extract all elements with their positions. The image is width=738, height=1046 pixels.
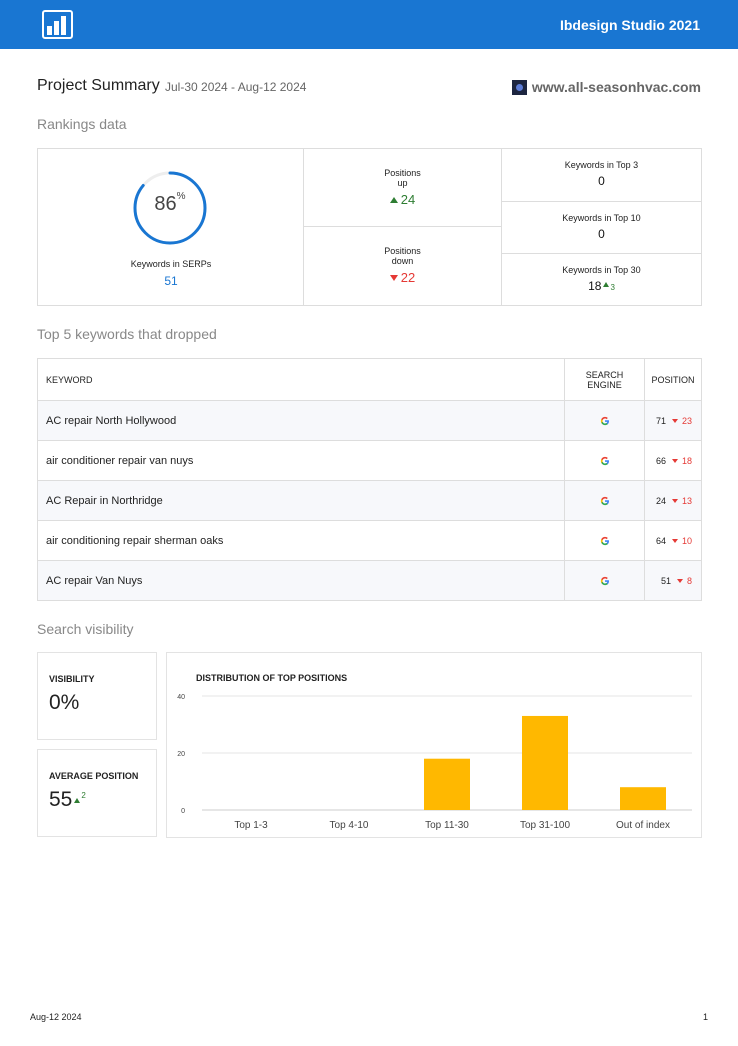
positions-up-value: 24 [304, 192, 501, 207]
top10-label: Keywords in Top 10 [562, 213, 641, 223]
keyword-cell: AC repair North Hollywood [37, 400, 565, 441]
arrow-down-icon [671, 458, 678, 463]
visibility-card: VISIBILITY 0% [37, 652, 157, 740]
serp-value: 51 [164, 274, 178, 288]
date-range: Jul-30 2024 - Aug-12 2024 [165, 80, 307, 94]
keyword-column-header: KEYWORD [37, 358, 565, 401]
top30-value: 18 3 [588, 279, 615, 293]
average-position-label: AVERAGE POSITION [49, 771, 139, 781]
keyword-cell: air conditioning repair sherman oaks [37, 520, 565, 561]
positions-up-label: Positions up [384, 168, 421, 188]
arrow-up-icon [603, 282, 610, 287]
positions-down-cell: Positions down 22 [304, 227, 502, 305]
report-header: Ibdesign Studio 2021 [0, 0, 738, 49]
arrow-up-icon [389, 197, 398, 203]
google-icon [600, 575, 610, 587]
x-tick-label: Top 11-30 [425, 820, 469, 831]
distribution-chart: 0 20 40 Top 1-3 Top 4-10 Top 11-30 Top 31-100 O… [177, 694, 692, 831]
engine-cell [564, 520, 645, 561]
site-favicon-icon [511, 79, 527, 95]
top3-value: 0 [598, 174, 605, 188]
keyword-cell: AC Repair in Northridge [37, 480, 565, 521]
positions-down-label: Positions down [384, 246, 421, 266]
engine-cell [564, 440, 645, 481]
x-tick-label: Top 31-100 [520, 820, 570, 831]
studio-name: Ibdesign Studio 2021 [559, 17, 700, 33]
table-row: air conditioner repair van nuys 66 18 [37, 440, 702, 481]
position-cell: 64 10 [644, 520, 702, 561]
arrow-down-icon [676, 578, 683, 583]
top3-label: Keywords in Top 3 [564, 160, 639, 170]
y-tick-label: 0 [181, 808, 185, 815]
table-row: AC repair North Hollywood 71 23 [37, 400, 702, 441]
x-tick-label: Top 4-10 [330, 820, 369, 831]
top3-cell: Keywords in Top 3 0 [502, 149, 701, 202]
positions-down-value: 22 [304, 270, 501, 285]
x-tick-label: Top 1-3 [234, 820, 268, 831]
serp-progress-ring [133, 171, 207, 245]
position-cell: 71 23 [644, 400, 702, 441]
position-cell: 51 8 [644, 560, 702, 601]
footer-date: Aug-12 2024 [30, 1012, 82, 1022]
x-tick-label: Out of index [616, 820, 670, 831]
position-cell: 66 18 [644, 440, 702, 481]
arrow-down-icon [671, 538, 678, 543]
top30-label: Keywords in Top 30 [562, 265, 641, 275]
engine-column-header: SEARCH ENGINE [564, 358, 645, 401]
distribution-chart-card: DISTRIBUTION OF TOP POSITIONS 0 20 40 Top 1… [166, 652, 702, 838]
google-icon [600, 535, 610, 547]
table-row: AC repair Van Nuys 51 8 [37, 560, 702, 601]
keyword-cell: air conditioner repair van nuys [37, 440, 565, 481]
positions-up-cell: Positions up 24 [304, 149, 502, 227]
table-header-row: KEYWORD SEARCH ENGINE POSITION [37, 358, 702, 401]
y-tick-label: 40 [177, 694, 185, 701]
visibility-section-title: Search visibility [37, 621, 134, 637]
visibility-label: VISIBILITY [49, 674, 95, 684]
page-title: Project Summary [37, 77, 160, 94]
position-cell: 24 13 [644, 480, 702, 521]
top10-cell: Keywords in Top 10 0 [502, 202, 701, 254]
position-column-header: POSITION [644, 358, 702, 401]
top30-cell: Keywords in Top 30 18 3 [502, 254, 701, 305]
engine-cell [564, 560, 645, 601]
project-domain[interactable]: www.all-seasonhvac.com [511, 79, 701, 95]
serp-percent: 86% [154, 191, 186, 215]
chart-title: DISTRIBUTION OF TOP POSITIONS [196, 673, 348, 683]
table-row: AC Repair in Northridge 24 13 [37, 480, 702, 521]
google-icon [600, 415, 610, 427]
dropped-section-title: Top 5 keywords that dropped [37, 326, 217, 342]
serp-cell: 86% Keywords in SERPs 51 [38, 149, 304, 305]
bar-2 [424, 758, 470, 810]
arrow-down-icon [671, 498, 678, 503]
visibility-value: 0% [49, 691, 80, 714]
arrow-down-icon [389, 275, 398, 281]
dropped-keywords-table: KEYWORD SEARCH ENGINE POSITION AC repair … [37, 358, 702, 601]
average-position-card: AVERAGE POSITION 55 2 [37, 749, 157, 837]
bar-chart-icon [42, 10, 73, 39]
table-row: air conditioning repair sherman oaks 64 10 [37, 520, 702, 561]
google-icon [600, 455, 610, 467]
rankings-panel: 86% Keywords in SERPs 51 Positions up 24… [37, 148, 702, 306]
bar-4 [620, 787, 666, 810]
page-number: 1 [702, 1012, 708, 1022]
bar-3 [522, 715, 568, 810]
rankings-section-title: Rankings data [37, 116, 127, 132]
arrow-down-icon [671, 418, 678, 423]
keyword-cell: AC repair Van Nuys [37, 560, 565, 601]
domain-text: www.all-seasonhvac.com [531, 79, 701, 95]
serp-label: Keywords in SERPs [130, 259, 212, 269]
average-position-value: 55 2 [49, 788, 86, 811]
y-tick-label: 20 [177, 751, 185, 758]
engine-cell [564, 400, 645, 441]
arrow-up-icon [74, 798, 81, 803]
google-icon [600, 495, 610, 507]
engine-cell [564, 480, 645, 521]
top10-value: 0 [598, 227, 605, 241]
